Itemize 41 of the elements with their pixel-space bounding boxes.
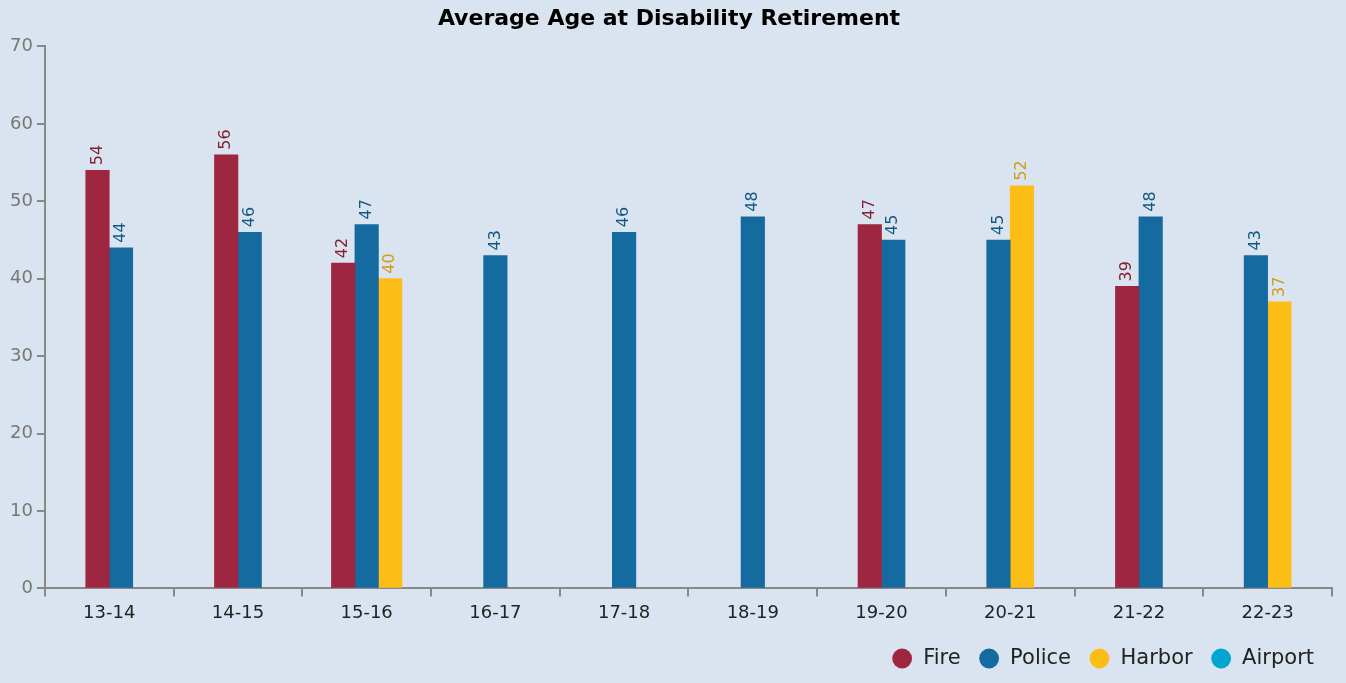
y-tick-label: 70 — [10, 34, 33, 56]
data-label: 39 — [1116, 261, 1136, 282]
x-tick-label: 13-14 — [83, 600, 136, 622]
data-label: 48 — [1139, 191, 1159, 212]
legend-label: Police — [1010, 644, 1072, 669]
data-label: 52 — [1011, 160, 1031, 181]
x-tick-label: 14-15 — [211, 600, 265, 622]
x-tick-label: 22-23 — [1241, 600, 1294, 622]
x-tick-label: 21-22 — [1112, 600, 1166, 622]
data-label: 44 — [110, 222, 130, 243]
legend-label: Airport — [1242, 644, 1315, 669]
y-tick-label: 30 — [10, 343, 33, 365]
data-label: 37 — [1268, 276, 1288, 297]
data-label: 48 — [741, 191, 761, 212]
data-label: 56 — [215, 129, 235, 150]
chart-title: Average Age at Disability Retirement — [437, 4, 901, 30]
data-label: 47 — [858, 199, 878, 220]
data-label: 43 — [484, 230, 504, 251]
data-label: 43 — [1245, 230, 1265, 251]
y-tick-label: 60 — [10, 111, 33, 133]
y-tick-label: 40 — [10, 266, 33, 288]
x-tick-label: 17-18 — [597, 600, 651, 622]
y-tick-label: 10 — [10, 498, 33, 520]
legend-label: Harbor — [1120, 644, 1193, 669]
data-label: 45 — [987, 214, 1007, 235]
y-tick-label: 0 — [21, 576, 33, 598]
y-tick-label: 20 — [10, 421, 33, 443]
data-label: 42 — [332, 237, 352, 259]
data-label: 40 — [379, 253, 399, 274]
x-tick-label: 19-20 — [855, 600, 908, 622]
x-tick-label: 20-21 — [984, 600, 1037, 622]
data-label: 47 — [355, 199, 375, 220]
x-tick-label: 15-16 — [340, 600, 393, 622]
y-tick-label: 50 — [10, 188, 33, 210]
x-tick-label: 16-17 — [469, 600, 522, 622]
x-tick-label: 18-19 — [726, 600, 779, 622]
legend-label: Fire — [923, 644, 961, 669]
data-label: 54 — [86, 144, 106, 166]
data-label: 46 — [613, 206, 633, 228]
data-label: 46 — [238, 206, 258, 228]
data-label: 45 — [882, 214, 902, 235]
